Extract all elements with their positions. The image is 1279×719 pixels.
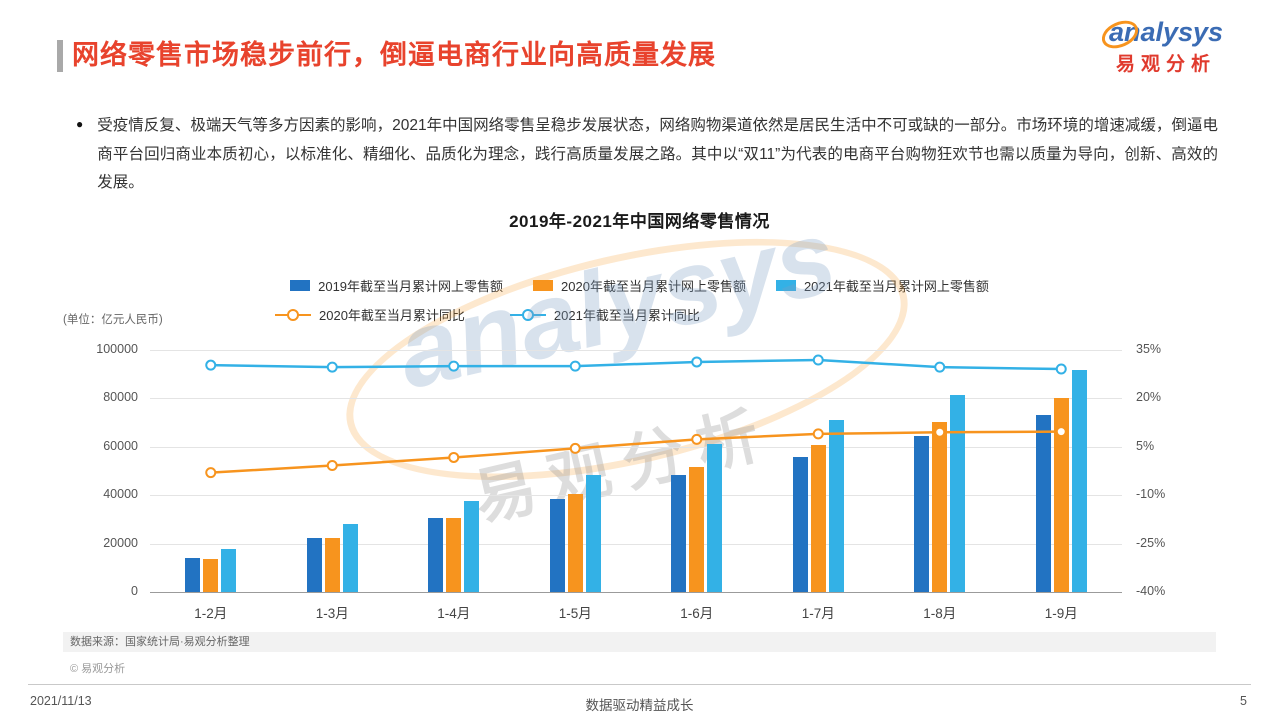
gridline — [150, 495, 1122, 497]
bar — [585, 475, 601, 592]
y-axis-left-tick: 80000 — [103, 390, 138, 405]
bar — [671, 475, 687, 592]
bar — [932, 421, 948, 592]
y-axis-left-tick: 0 — [131, 584, 138, 598]
bullet-icon: ● — [76, 117, 84, 131]
bar — [221, 549, 237, 592]
axis-unit-label: (单位：亿元人民币) — [63, 314, 163, 326]
gridline — [150, 350, 1122, 351]
title-accent-bar — [57, 40, 63, 72]
bar — [306, 537, 322, 592]
intro-text: 受疫情反复、极端天气等多方因素的影响，2021年中国网络零售呈稳步发展状态，网络… — [97, 117, 1218, 192]
x-axis-label: 1-4月 — [437, 606, 471, 621]
footer-divider — [28, 684, 1251, 685]
footer-date: 2021/11/13 — [30, 694, 92, 708]
data-source: 数据来源：国家统计局·易观分析整理 — [63, 632, 1216, 652]
x-axis-label: 1-6月 — [680, 606, 714, 621]
logo-en-text: analysys — [1108, 17, 1224, 47]
legend-item: 2019年截至当月累计网上零售额 — [290, 276, 503, 295]
legend-line-swatch — [509, 308, 546, 321]
bar — [342, 524, 358, 592]
y-axis-right-tick: -25% — [1136, 535, 1166, 550]
bar — [689, 467, 705, 592]
gridline — [150, 592, 1122, 593]
y-axis-right-tick: -10% — [1136, 487, 1166, 502]
bar — [324, 538, 340, 592]
x-axis-label: 1-7月 — [801, 606, 835, 621]
legend-line-swatch — [275, 308, 311, 321]
gridline — [150, 543, 1122, 545]
bar — [1053, 398, 1069, 592]
bar — [828, 419, 844, 592]
bar — [185, 558, 201, 592]
bar — [1071, 369, 1087, 592]
footer-page-number: 5 — [1240, 694, 1247, 708]
bar — [1035, 414, 1051, 592]
legend-item: 2021年截至当月累计网上零售额 — [775, 276, 989, 295]
x-axis-label: 1-8月 — [923, 606, 957, 621]
legend-marker — [521, 308, 534, 321]
legend-label: 2019年截至当月累计网上零售额 — [318, 279, 504, 294]
page-title: 网络零售市场稳步前行，倒逼电商行业向高质量发展 — [72, 40, 716, 70]
gridline — [150, 446, 1122, 448]
y-axis-left-tick: 20000 — [103, 535, 138, 550]
bar — [428, 518, 444, 592]
legend-item: 2021年截至当月累计同比 — [509, 305, 700, 324]
bar — [810, 444, 826, 592]
legend-item: 2020年截至当月累计网上零售额 — [533, 276, 746, 295]
logo-cn-text: 易观分析 — [1115, 53, 1216, 75]
bar — [549, 498, 565, 592]
legend-label: 2021年截至当月累计同比 — [553, 308, 700, 323]
footer-slogan: 数据驱动精益成长 — [585, 698, 694, 713]
chart-title: 2019年-2021年中国网络零售情况 — [509, 212, 770, 231]
legend-item: 2020年截至当月累计同比 — [275, 305, 465, 324]
legend-swatch — [775, 280, 796, 291]
bar — [203, 558, 219, 592]
logo-wordmark: analysys — [1097, 15, 1224, 54]
y-axis-right-tick: 20% — [1136, 390, 1162, 405]
y-axis-right-tick: 5% — [1136, 438, 1155, 453]
bar — [707, 444, 723, 592]
plot-area: 0 -40% 20000 -25% 40000 -10% 60000 5% 80000 20% 10… — [96, 342, 1165, 621]
legend-swatch — [533, 280, 554, 291]
legend-marker — [287, 308, 299, 321]
legend-bars: 2019年截至当月累计网上零售额 2020年截至当月累计网上零售额 2021年截至当… — [0, 276, 1279, 295]
legend-lines: 2020年截至当月累计同比 2021年截至当月累计同比 — [275, 305, 700, 324]
intro-paragraph: ● 受疫情反复、极端天气等多方因素的影响，2021年中国网络零售呈稳步发展状态，… — [76, 112, 1218, 198]
bar — [914, 436, 930, 592]
y-axis-left-tick: 40000 — [103, 487, 138, 502]
y-axis-right-tick: 35% — [1136, 342, 1162, 356]
x-axis-label: 1-3月 — [315, 606, 349, 621]
x-axis-label: 1-9月 — [1044, 606, 1078, 621]
legend-label: 2020年截至当月累计网上零售额 — [561, 279, 746, 294]
y-axis-left-tick: 60000 — [103, 438, 138, 453]
legend-label: 2020年截至当月累计同比 — [319, 308, 465, 323]
analysys-logo: analysys 易观分析 — [1091, 15, 1241, 76]
line-overlay — [205, 354, 1067, 479]
bar — [464, 500, 480, 592]
legend-label: 2021年截至当月累计网上零售额 — [803, 279, 989, 294]
bar — [950, 395, 966, 592]
x-axis-label: 1-5月 — [558, 606, 592, 621]
gridline — [150, 398, 1122, 400]
copyright: © 易观分析 — [70, 663, 126, 675]
x-axis-label: 1-2月 — [194, 606, 228, 621]
bar — [792, 456, 808, 592]
y-axis-left-tick: 100000 — [96, 342, 138, 356]
y-axis-right-tick: -40% — [1136, 584, 1166, 598]
legend-swatch — [290, 280, 311, 291]
bar — [567, 494, 583, 592]
bar — [446, 517, 462, 592]
